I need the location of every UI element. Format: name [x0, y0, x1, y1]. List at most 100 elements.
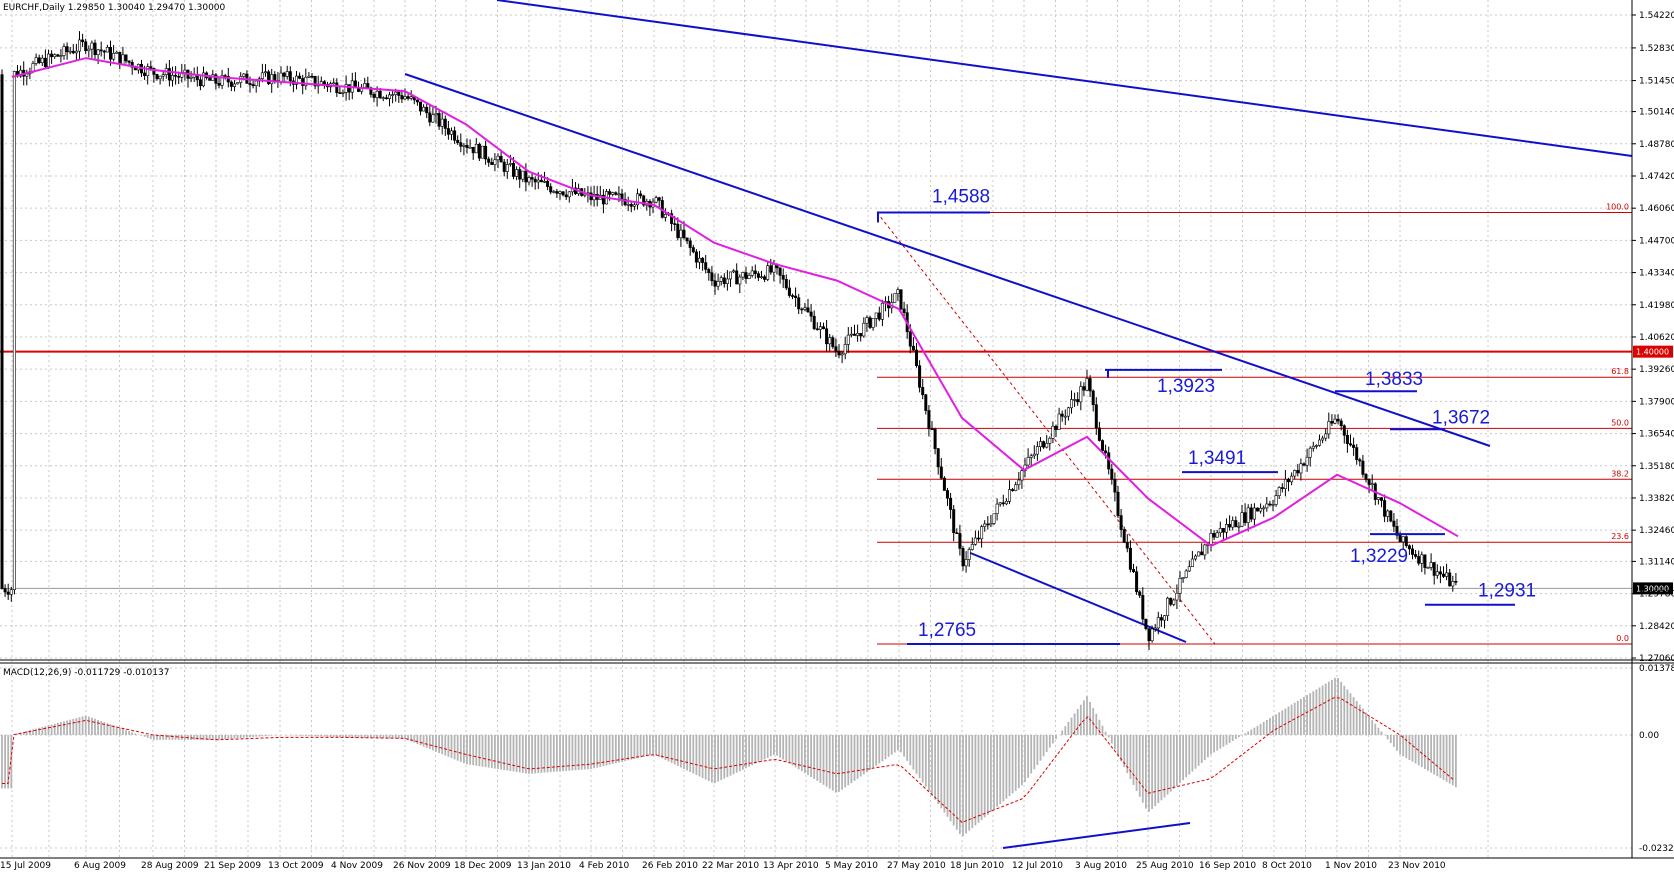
candle-body: [335, 82, 339, 93]
moving-average: [11, 57, 1459, 547]
candle-body: [1380, 497, 1384, 501]
candle-body: [1104, 450, 1108, 454]
candle-body: [263, 71, 267, 74]
candle-body: [1097, 427, 1101, 441]
candle-body: [1039, 441, 1043, 447]
candle-body: [1364, 474, 1368, 480]
candle-body: [406, 96, 410, 99]
y-tick-label: 1.29780: [1639, 590, 1674, 600]
fib-label: 0.0: [1616, 634, 1629, 643]
candle-body: [769, 265, 773, 273]
x-tick-label: 5 May 2010: [825, 861, 878, 871]
candle-body: [1178, 578, 1182, 594]
candle-body: [440, 118, 444, 127]
candle-body: [56, 54, 60, 57]
candle-body: [930, 428, 934, 431]
candle-body: [3, 588, 7, 593]
candle-body: [812, 315, 816, 330]
candle-body: [1125, 542, 1129, 549]
candle-body: [394, 91, 398, 95]
candle-body: [155, 74, 159, 80]
candle-body: [59, 55, 63, 57]
candle-body: [843, 344, 847, 355]
candle-body: [1116, 491, 1120, 516]
candle-body: [911, 345, 915, 351]
y-tick-label: 1.37900: [1639, 397, 1674, 407]
candle-body: [254, 80, 258, 87]
candle-body: [161, 74, 165, 77]
candle-body: [233, 83, 237, 87]
candle-body: [1153, 627, 1157, 630]
candle-body: [124, 54, 128, 62]
candle-body: [1308, 447, 1312, 458]
x-tick-label: 13 Apr 2010: [763, 861, 819, 871]
candle-body: [143, 72, 147, 77]
candle-body: [611, 192, 615, 195]
candle-body: [921, 387, 925, 396]
candle-body: [294, 75, 298, 85]
candle-body: [840, 353, 844, 356]
candle-body: [1395, 526, 1399, 536]
candle-body: [1256, 507, 1260, 512]
candle-body: [391, 94, 395, 96]
candle-body: [1221, 528, 1225, 533]
candle-body: [1414, 554, 1418, 557]
candle-body: [725, 278, 729, 284]
candle-body: [1330, 421, 1334, 424]
candle-body: [6, 591, 10, 595]
x-tick-label: 23 Nov 2010: [1388, 861, 1446, 871]
candle-body: [1333, 418, 1337, 424]
candle-body: [831, 337, 835, 348]
candle-body: [34, 57, 38, 64]
candle-body: [366, 83, 370, 89]
candle-body: [825, 328, 829, 345]
candle-body: [973, 537, 977, 545]
candle-body: [527, 177, 531, 183]
candle-body: [679, 229, 683, 239]
candle-body: [307, 75, 311, 78]
candle-body: [177, 75, 181, 78]
candle-body: [735, 270, 739, 285]
candle-body: [800, 308, 804, 311]
candle-body: [453, 130, 457, 141]
candle-body: [1392, 520, 1396, 527]
candle-body: [552, 191, 556, 193]
candle-body: [914, 349, 918, 366]
candle-body: [546, 180, 550, 187]
candle-body: [40, 57, 44, 63]
candle-body: [1200, 551, 1204, 556]
annotation-label: 1,2931: [1478, 581, 1536, 602]
candle-body: [1429, 562, 1433, 568]
candle-body: [171, 74, 175, 81]
candle-body: [78, 39, 82, 52]
candle-body: [583, 193, 587, 196]
candle-body: [685, 237, 689, 242]
candle-body: [1268, 503, 1272, 506]
candle-body: [787, 287, 791, 296]
candle-body: [50, 53, 54, 58]
candle-body: [236, 82, 240, 85]
candle-body: [322, 81, 326, 85]
candle-body: [673, 223, 677, 225]
candle-body: [815, 328, 819, 331]
candle-body: [1271, 504, 1275, 506]
candle-body: [592, 194, 596, 201]
candle-body: [425, 106, 429, 114]
candle-body: [1001, 502, 1005, 505]
symbol-header: EURCHF,Daily 1.29850 1.30040 1.29470 1.3…: [3, 3, 226, 13]
candle-body: [998, 502, 1002, 505]
candle-body: [716, 281, 720, 287]
candle-body: [214, 74, 218, 84]
candle-body: [518, 169, 522, 180]
candle-body: [949, 497, 953, 510]
candle-body: [927, 410, 931, 430]
annotation-label: 1,3229: [1350, 546, 1408, 567]
candle-body: [635, 193, 639, 206]
x-tick-label: 3 Aug 2010: [1075, 861, 1127, 871]
candle-body: [1243, 512, 1247, 523]
candle-body: [1314, 445, 1318, 447]
candle-body: [766, 265, 770, 280]
candle-body: [918, 365, 922, 388]
candle-body: [1218, 528, 1222, 534]
